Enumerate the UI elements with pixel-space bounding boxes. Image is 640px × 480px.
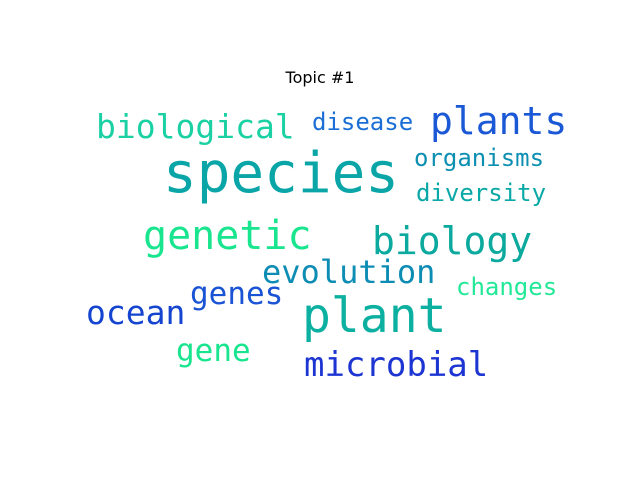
word-genes: genes <box>190 276 284 312</box>
word-organisms: organisms <box>414 144 545 172</box>
word-biological: biological <box>96 107 295 146</box>
word-diversity: diversity <box>416 179 547 207</box>
word-ocean: ocean <box>86 293 186 332</box>
word-genetic: genetic <box>143 213 312 259</box>
word-gene: gene <box>176 333 251 369</box>
word-evolution: evolution <box>262 253 436 291</box>
word-plants: plants <box>430 99 568 143</box>
word-biology: biology <box>372 219 533 263</box>
word-plant: plant <box>302 288 447 344</box>
word-changes: changes <box>456 273 558 301</box>
word-disease: disease <box>312 108 414 136</box>
word-species: species <box>163 141 400 206</box>
figure-title: Topic #1 <box>285 68 355 87</box>
word-microbial: microbial <box>304 345 489 385</box>
